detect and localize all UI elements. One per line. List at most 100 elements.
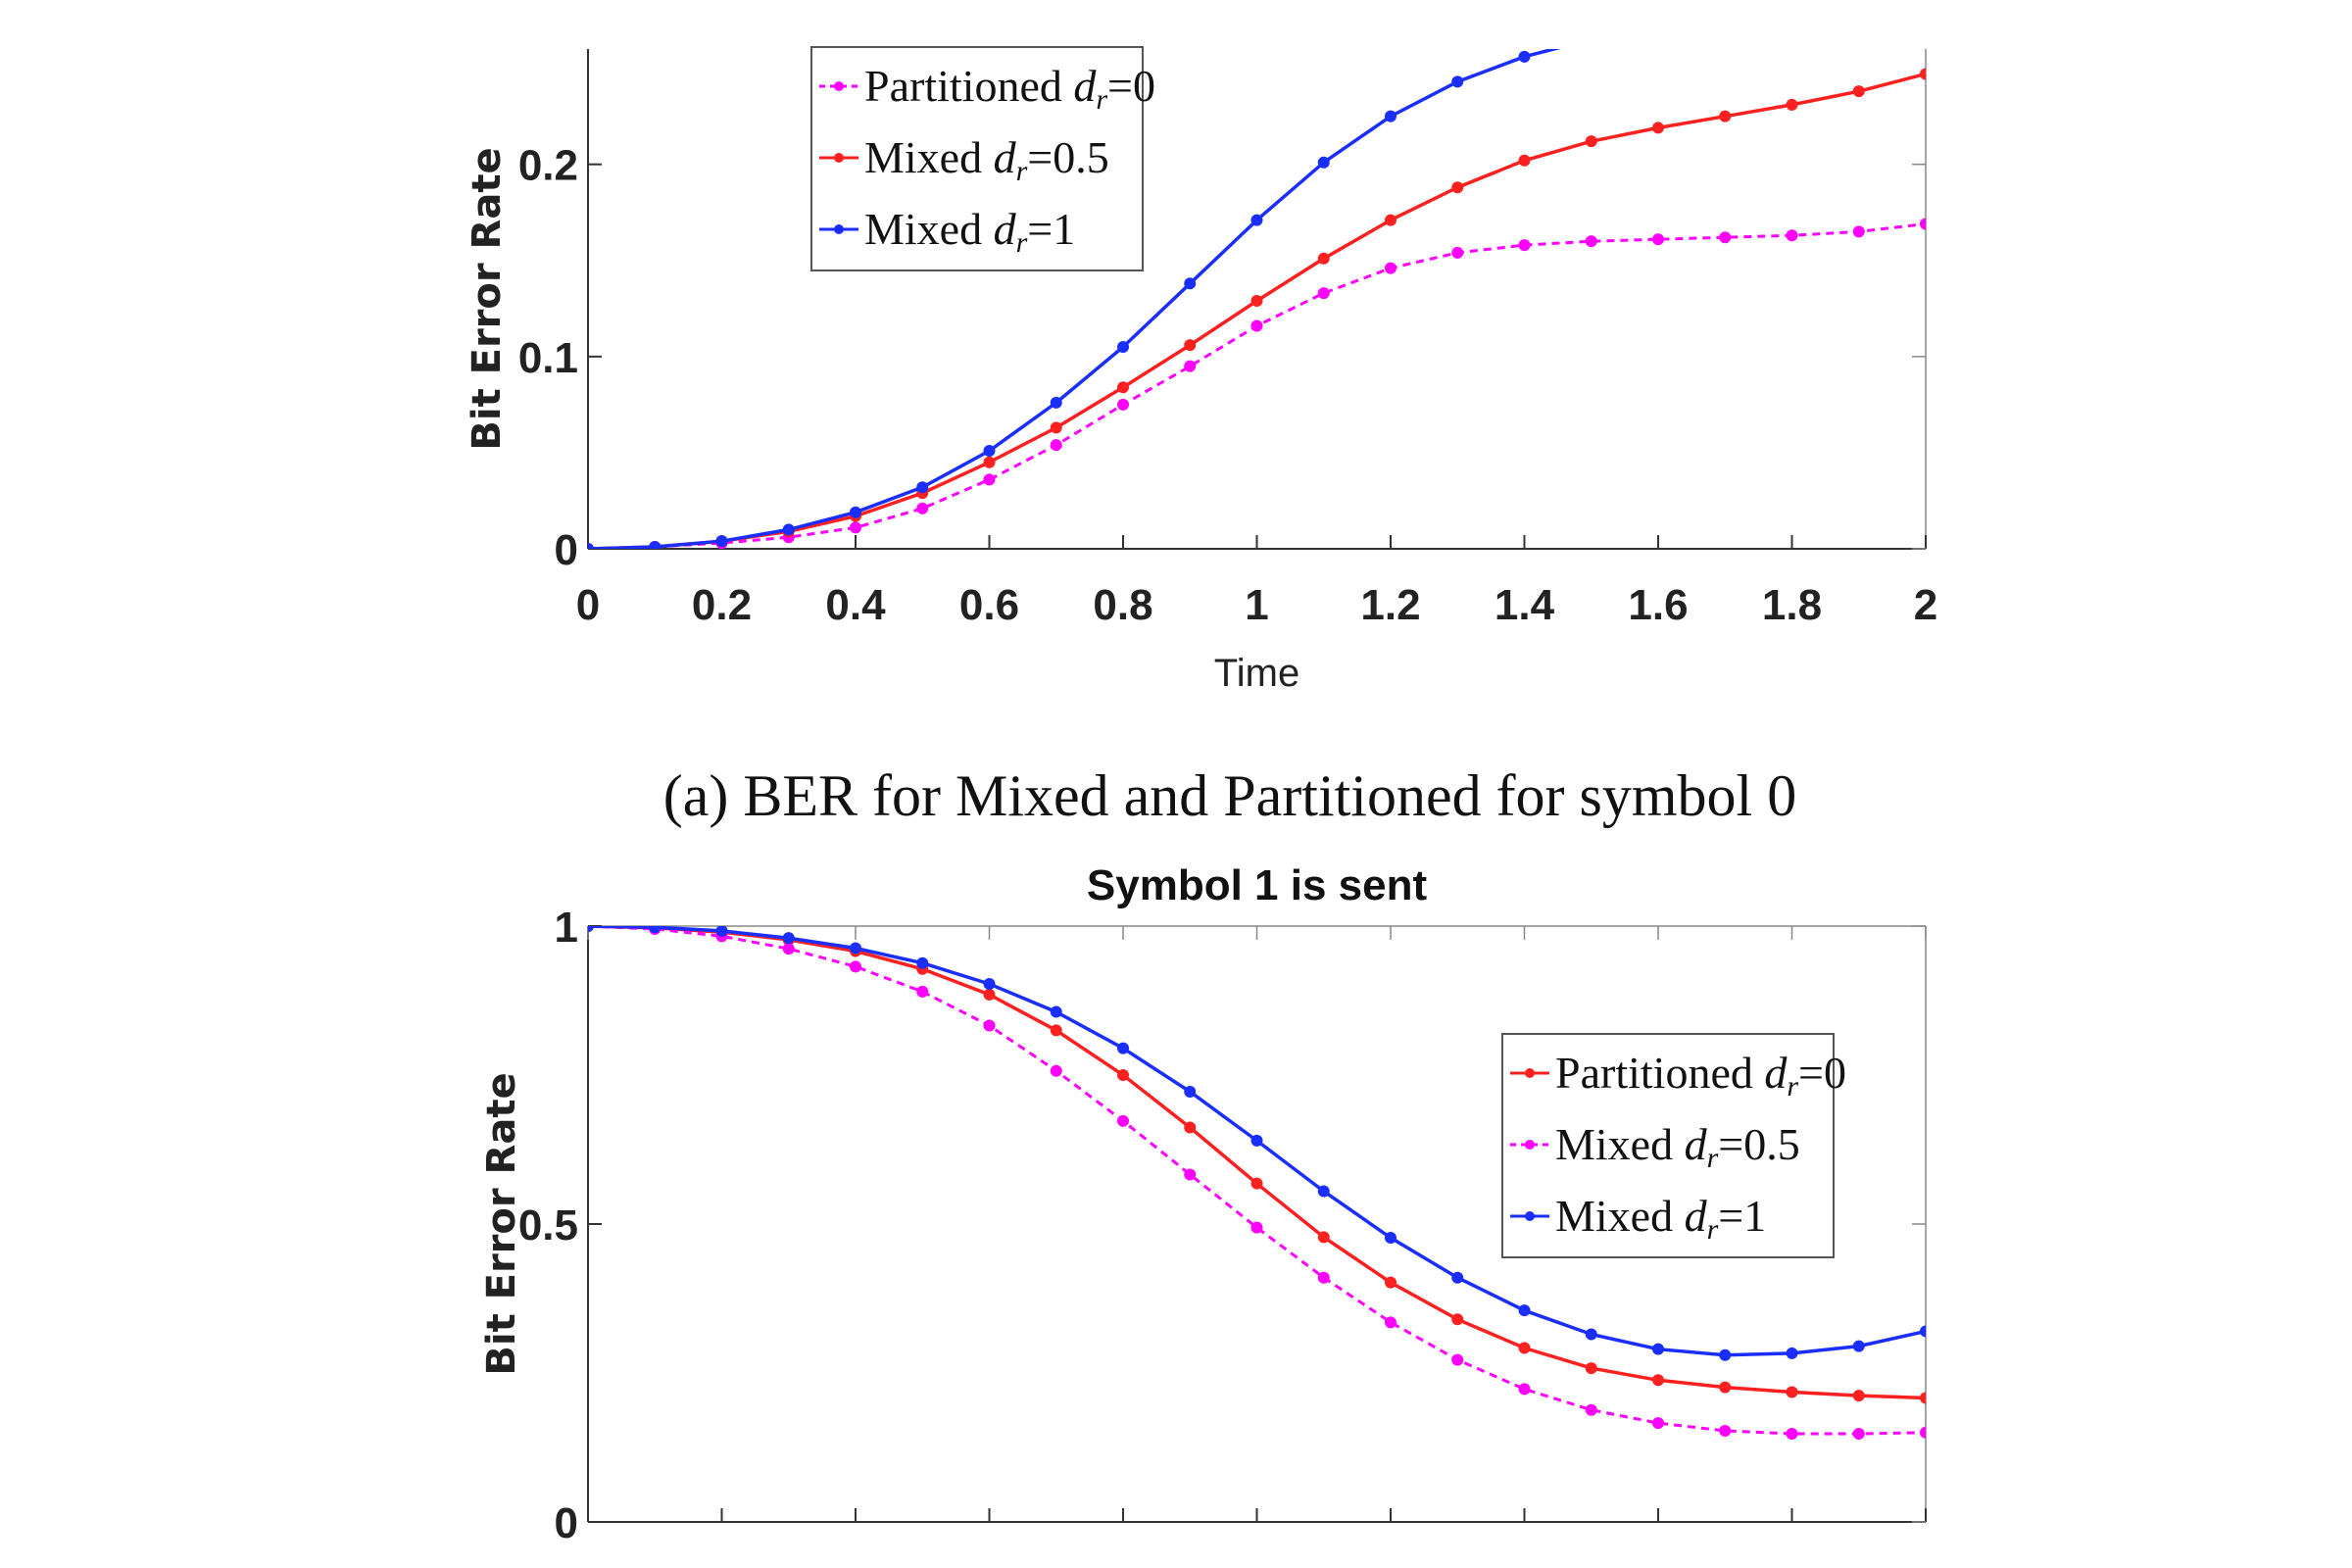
data-point [1050, 421, 1062, 434]
data-point [1385, 110, 1396, 122]
data-point [1585, 135, 1597, 148]
data-point [983, 456, 996, 468]
x-tick-label: 1.2 [1360, 581, 1420, 629]
caption-a: (a) BER for Mixed and Partitioned for sy… [663, 763, 1796, 828]
data-point [1117, 1042, 1129, 1054]
y-tick-label: 0 [555, 526, 578, 574]
data-point [1451, 1353, 1464, 1366]
data-point [1786, 1386, 1798, 1398]
data-point [1585, 1328, 1597, 1341]
legend-label-main: Partitioned [864, 61, 1073, 111]
data-point [1787, 3, 1798, 15]
legend-marker [1525, 1068, 1535, 1078]
legend-label: Mixed dr=1 [1555, 1191, 1766, 1246]
data-point [649, 541, 662, 549]
data-point [782, 523, 795, 536]
data-point [983, 988, 996, 1001]
data-point [850, 506, 861, 518]
data-point [782, 943, 795, 956]
legend-label: Mixed dr=0.5 [1555, 1119, 1800, 1174]
plot-symbol-0: 0 0.2 0.4 0.6 0.8 1 1.2 1.4 1.6 1.8 2 0 0.1 0.2 Time Bi… [465, 0, 1937, 695]
data-point [983, 473, 996, 486]
legend-marker [1525, 1211, 1535, 1221]
legend-label-main: Mixed [864, 204, 994, 254]
data-point [916, 502, 929, 514]
x-tick-label: 0.4 [825, 581, 886, 629]
y-axis-title: Bit Error Rate [479, 1072, 524, 1375]
data-point [1853, 0, 1865, 9]
data-point [1920, 1392, 1926, 1404]
legend-marker [1525, 1140, 1535, 1150]
legend-marker [834, 153, 844, 163]
series-line [588, 222, 1926, 549]
data-point [1050, 439, 1062, 452]
legend-label-d: d [994, 204, 1017, 254]
data-point [1518, 1342, 1531, 1354]
data-point [1585, 235, 1597, 248]
legend-marker [834, 224, 844, 234]
data-point [1719, 231, 1732, 244]
data-point [1250, 214, 1263, 226]
series-line [588, 49, 1561, 549]
data-point [1451, 1313, 1464, 1326]
data-point [1786, 98, 1798, 111]
data-point [1385, 1316, 1396, 1329]
data-point [715, 926, 728, 937]
data-point [1852, 1390, 1865, 1402]
x-tick-label: 1 [1245, 581, 1268, 629]
y-axis-title: Bit Error Rate [465, 147, 510, 450]
data-point [1050, 396, 1062, 409]
data-point [1518, 154, 1531, 167]
data-point [1652, 233, 1664, 246]
legend-label: Partitioned dr=0 [864, 61, 1155, 116]
data-point [1250, 1134, 1263, 1147]
data-point [1920, 68, 1926, 80]
data-point [1184, 1086, 1197, 1099]
legend-label-main: Mixed [1555, 1119, 1685, 1169]
data-point [1184, 339, 1197, 352]
data-point [1451, 75, 1464, 88]
data-point [1117, 381, 1129, 394]
legend-label-value: =1 [1027, 204, 1075, 254]
y-tick-label: 0.5 [518, 1201, 578, 1250]
data-point [1719, 1381, 1732, 1394]
data-point [1317, 287, 1330, 300]
y-tick-label: 0 [555, 1499, 578, 1547]
legend-label-sub: r [1707, 1142, 1719, 1174]
data-point [1451, 246, 1464, 259]
data-point [1117, 1114, 1129, 1127]
data-point [1250, 1177, 1263, 1190]
data-point [1719, 1424, 1732, 1437]
series-line [588, 926, 1926, 1436]
data-point [1317, 156, 1330, 169]
data-point [1585, 1403, 1597, 1416]
data-point [1385, 1276, 1396, 1289]
data-point [850, 521, 861, 534]
data-point [1719, 1348, 1732, 1361]
data-point [1451, 181, 1464, 194]
data-point [1518, 1383, 1531, 1396]
plot-symbol-1: 0 0.5 1 Bit Error Rate Symbol 1 is sent Parti… [479, 861, 1927, 1547]
legend-label-sub: r [1787, 1070, 1798, 1102]
data-point [1652, 1374, 1664, 1387]
data-point [1786, 1347, 1798, 1359]
data-point [1317, 1231, 1330, 1244]
data-point [1317, 252, 1330, 265]
data-point [1117, 341, 1129, 354]
legend-label-value: =0.5 [1718, 1119, 1799, 1169]
data-point [850, 960, 861, 973]
legend-label-value: =1 [1718, 1191, 1766, 1241]
data-point [983, 1019, 996, 1032]
data-point [850, 942, 861, 955]
legend-label-main: Mixed [1555, 1191, 1685, 1241]
data-point [1184, 277, 1197, 290]
data-point [1385, 214, 1396, 226]
x-tick-label: 0.2 [692, 581, 752, 629]
legend-label-value: =0.5 [1027, 132, 1108, 182]
data-point [1184, 360, 1197, 372]
data-point [1050, 1005, 1062, 1018]
data-point [588, 926, 594, 932]
data-point [1719, 110, 1732, 122]
